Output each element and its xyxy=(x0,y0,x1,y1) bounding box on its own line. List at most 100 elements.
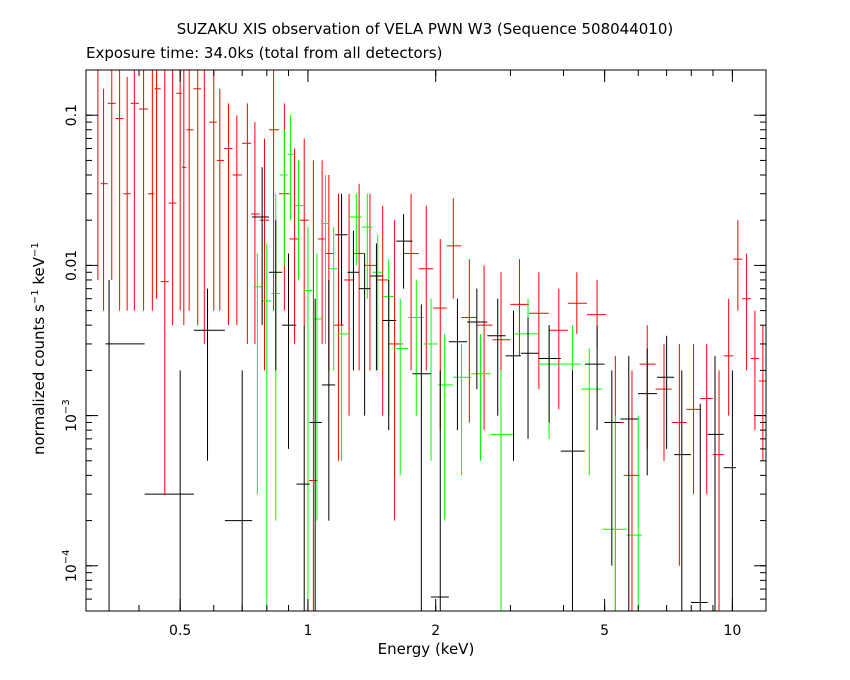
series-2 xyxy=(105,167,737,611)
x-tick-label: 10 xyxy=(723,623,741,639)
data-point xyxy=(567,272,587,334)
data-point xyxy=(707,355,724,611)
data-point xyxy=(186,70,194,311)
data-point xyxy=(296,325,310,611)
data-point xyxy=(343,193,355,416)
data-point xyxy=(620,355,638,611)
data-point xyxy=(321,174,330,344)
data-point xyxy=(656,335,675,449)
x-tick-label: 2 xyxy=(431,623,440,639)
data-point xyxy=(376,205,389,416)
data-point xyxy=(560,370,585,611)
data-point xyxy=(303,227,313,611)
data-point xyxy=(354,183,365,371)
data-point xyxy=(130,70,139,311)
plot-frame xyxy=(85,69,767,612)
data-point xyxy=(309,298,322,611)
data-point xyxy=(742,253,751,371)
y-axis-label-sup2: −1 xyxy=(30,242,41,257)
data-point xyxy=(686,343,701,495)
data-point xyxy=(252,167,269,326)
data-point xyxy=(262,243,272,611)
data-point xyxy=(321,279,336,521)
x-axis-label: Energy (keV) xyxy=(377,640,475,658)
data-point xyxy=(359,253,371,416)
data-point xyxy=(430,370,449,611)
data-point xyxy=(224,370,253,611)
data-point xyxy=(529,272,549,390)
data-point xyxy=(446,198,462,299)
chart-subtitle: Exposure time: 34.0ks (total from all de… xyxy=(86,44,443,62)
data-point xyxy=(294,160,304,280)
data-point xyxy=(418,205,434,371)
data-point xyxy=(490,370,515,611)
data-point xyxy=(181,70,187,326)
data-point xyxy=(105,279,145,611)
data-point xyxy=(193,288,225,461)
data-point xyxy=(282,253,297,449)
y-tick-label: 0.1 xyxy=(64,104,80,126)
data-point xyxy=(723,298,734,416)
data-point xyxy=(138,70,148,311)
data-point xyxy=(312,253,322,521)
data-point xyxy=(538,325,561,423)
data-point xyxy=(461,259,477,423)
data-point xyxy=(394,298,409,476)
y-axis-label-prefix: normalized counts s xyxy=(30,304,48,455)
data-point xyxy=(224,103,233,326)
y-axis-label-mid: keV xyxy=(30,256,48,290)
data-point xyxy=(723,370,737,611)
data-point xyxy=(626,415,642,611)
y-tick-label: 0.01 xyxy=(64,250,80,281)
data-point xyxy=(216,88,225,311)
data-point xyxy=(325,174,334,371)
data-point xyxy=(505,310,521,461)
data-point xyxy=(287,115,295,221)
data-point xyxy=(242,103,252,344)
series-1 xyxy=(253,115,642,611)
data-point xyxy=(580,348,603,476)
data-point xyxy=(299,138,309,326)
data-point xyxy=(691,403,708,611)
data-point xyxy=(758,325,766,461)
x-tick-label: 5 xyxy=(600,623,609,639)
data-point xyxy=(280,129,288,266)
data-point xyxy=(107,70,116,280)
data-point xyxy=(674,370,692,611)
data-point xyxy=(548,288,568,410)
data-point xyxy=(347,230,360,371)
data-point xyxy=(232,115,243,326)
data-point xyxy=(147,70,155,311)
data-point xyxy=(470,333,491,461)
series-0 xyxy=(94,69,766,611)
data-point xyxy=(510,259,530,356)
data-point xyxy=(538,325,561,439)
data-point xyxy=(337,265,349,461)
data-point xyxy=(655,343,672,461)
data-point xyxy=(100,88,108,311)
data-point xyxy=(402,193,419,371)
data-point xyxy=(176,70,182,311)
data-point xyxy=(209,70,217,311)
data-point xyxy=(193,70,202,326)
data-point xyxy=(115,70,124,311)
chart-title: SUZAKU XIS observation of VELA PWN W3 (S… xyxy=(176,20,674,38)
data-point xyxy=(289,148,300,344)
data-point xyxy=(520,317,539,439)
data-point xyxy=(372,234,384,371)
data-point xyxy=(168,70,177,326)
data-point xyxy=(448,298,468,431)
y-axis-label: normalized counts s−1 keV−1 xyxy=(30,242,48,455)
data-point xyxy=(269,70,279,311)
data-point xyxy=(637,348,657,476)
data-point xyxy=(423,298,438,461)
data-point xyxy=(333,193,344,461)
data-point xyxy=(348,193,362,266)
data-point xyxy=(382,279,397,431)
data-point xyxy=(700,343,713,495)
y-tick-label: 10−4 xyxy=(61,549,80,582)
data-point xyxy=(154,70,161,299)
data-point xyxy=(733,220,743,311)
data-point xyxy=(370,243,383,371)
